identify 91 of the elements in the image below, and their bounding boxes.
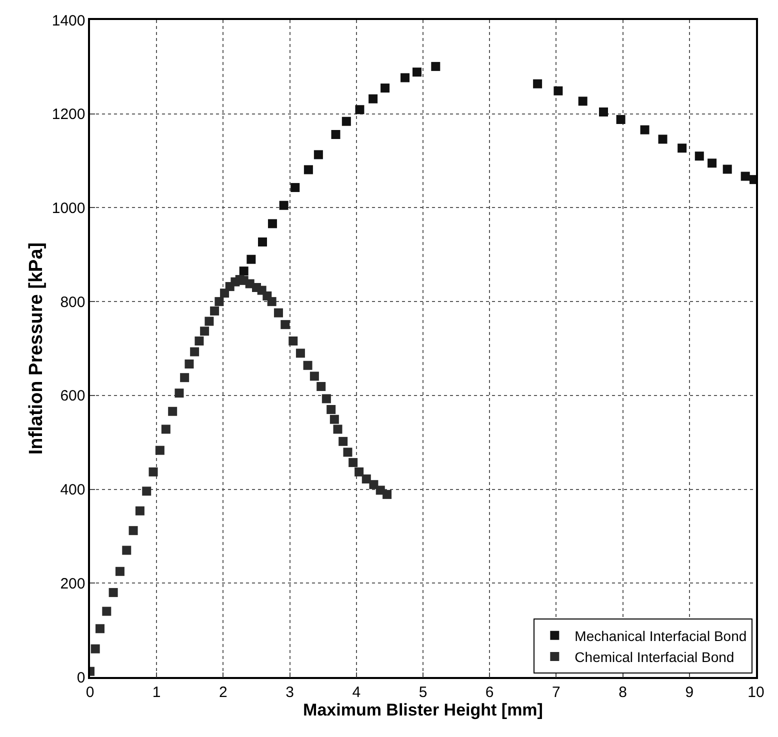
point xyxy=(204,316,214,326)
point xyxy=(316,382,326,392)
point xyxy=(108,588,118,598)
point xyxy=(348,458,358,468)
point xyxy=(180,373,190,382)
x-tick-label: 10 xyxy=(748,684,764,701)
point xyxy=(326,405,336,414)
point xyxy=(296,348,305,358)
point xyxy=(214,297,224,306)
point xyxy=(310,372,319,381)
y-tick-label: 200 xyxy=(60,575,86,592)
point xyxy=(740,172,750,181)
point xyxy=(267,297,276,306)
point xyxy=(200,326,210,336)
x-tick-label: 5 xyxy=(418,684,428,701)
y-tick-label: 600 xyxy=(60,388,86,405)
y-tick-label: 800 xyxy=(60,294,86,311)
point xyxy=(274,308,283,318)
x-tick-label: 6 xyxy=(485,684,494,701)
point xyxy=(533,79,542,88)
point xyxy=(258,237,267,246)
point xyxy=(246,254,256,264)
point xyxy=(554,86,563,96)
point xyxy=(694,152,704,161)
point xyxy=(412,68,422,77)
point xyxy=(279,200,288,210)
y-axis-title: Inflation Pressure [kPa] xyxy=(26,242,48,455)
point xyxy=(708,158,717,168)
point xyxy=(322,394,331,404)
point xyxy=(122,546,132,555)
y-tick-label: 1200 xyxy=(52,106,86,124)
point xyxy=(155,446,164,455)
point xyxy=(161,424,170,434)
point xyxy=(135,506,144,516)
point xyxy=(678,144,687,153)
x-tick-label: 1 xyxy=(152,684,161,701)
x-tick-label: 8 xyxy=(618,684,627,701)
point xyxy=(722,164,732,174)
point xyxy=(184,359,194,368)
point xyxy=(362,474,371,484)
legend-label: Mechanical Interfacial Bond xyxy=(574,628,747,644)
point xyxy=(190,347,200,356)
point xyxy=(210,306,220,316)
legend-label: Chemical Interfacial Bond xyxy=(574,648,734,665)
point xyxy=(268,219,277,228)
point xyxy=(598,107,608,116)
point xyxy=(142,486,152,496)
y-tick-label: 1400 xyxy=(52,12,86,30)
point xyxy=(400,73,410,82)
point xyxy=(290,183,300,192)
point xyxy=(102,606,112,616)
point xyxy=(369,480,378,490)
point xyxy=(168,406,178,416)
y-tick-label: 1000 xyxy=(52,200,86,217)
point xyxy=(578,96,588,106)
point xyxy=(380,84,390,93)
point xyxy=(355,105,364,114)
point xyxy=(616,114,626,124)
point xyxy=(239,266,248,276)
point xyxy=(331,130,340,140)
point xyxy=(333,424,342,434)
point xyxy=(194,336,204,346)
point xyxy=(338,436,348,446)
point xyxy=(280,320,290,330)
point xyxy=(368,94,378,104)
point xyxy=(95,624,104,634)
point xyxy=(314,150,323,160)
x-axis-title: Maximum Blister Height [mm] xyxy=(303,700,543,720)
point xyxy=(330,414,339,424)
point xyxy=(304,165,313,174)
point xyxy=(148,467,158,476)
point xyxy=(90,644,100,654)
x-tick-label: 4 xyxy=(352,684,361,701)
point xyxy=(342,116,351,126)
point xyxy=(303,360,312,370)
x-tick-label: 3 xyxy=(286,684,294,701)
y-tick-label: 0 xyxy=(76,669,86,686)
x-tick-label: 7 xyxy=(552,684,560,701)
point xyxy=(431,62,440,71)
x-tick-label: 2 xyxy=(219,684,228,701)
point xyxy=(382,490,392,499)
point xyxy=(174,388,184,398)
point xyxy=(128,526,138,536)
point xyxy=(115,566,124,576)
point xyxy=(658,134,668,144)
y-tick-label: 400 xyxy=(60,482,86,499)
point xyxy=(288,336,298,346)
point xyxy=(343,448,352,457)
point xyxy=(640,125,650,134)
point xyxy=(354,467,364,476)
x-tick-label: 9 xyxy=(685,684,694,701)
